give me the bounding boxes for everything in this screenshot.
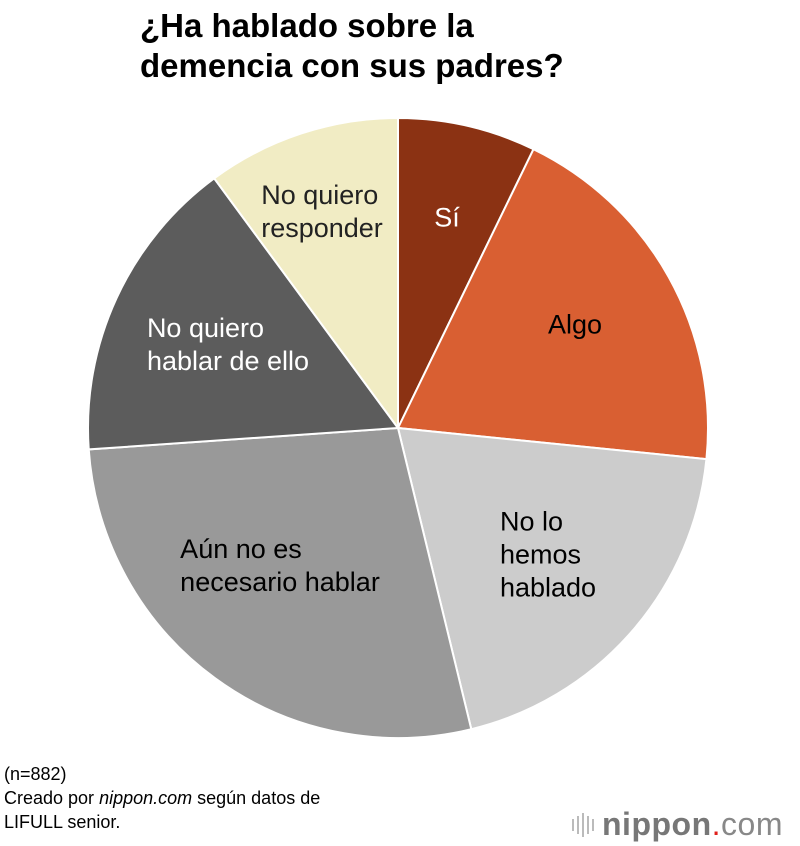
credit-line: Creado por nippon.com según datos de: [4, 786, 320, 810]
pie-slice: [87, 426, 473, 739]
credit-prefix: Creado por: [4, 788, 100, 808]
chart-notes: (n=882) Creado por nippon.com según dato…: [4, 762, 320, 834]
nippon-logo: nippon.com: [572, 806, 783, 843]
slice-label: No lo hemos hablado: [499, 506, 597, 603]
credit-site: nippon.com: [99, 788, 193, 808]
pie-slice: [396, 147, 709, 461]
slice-label: Aún no es necesario hablar: [180, 534, 380, 597]
credit-suffix: según datos de: [192, 788, 321, 808]
slice-label: Sí: [434, 202, 460, 233]
slice-label: No quiero hablar de ello: [146, 313, 310, 376]
logo-bars-icon: [572, 812, 594, 837]
sample-size: (n=882): [4, 764, 67, 784]
credit-source: LIFULL senior.: [4, 812, 121, 832]
slice-label: No quiero responder: [261, 180, 383, 243]
pie-slice: [87, 176, 400, 451]
pie-slice: [212, 116, 399, 432]
pie-slice: [396, 426, 708, 731]
chart-title: ¿Ha hablado sobre la demencia con sus pa…: [140, 7, 564, 84]
pie-slice: [397, 116, 535, 429]
slice-label: Algo: [547, 309, 603, 340]
